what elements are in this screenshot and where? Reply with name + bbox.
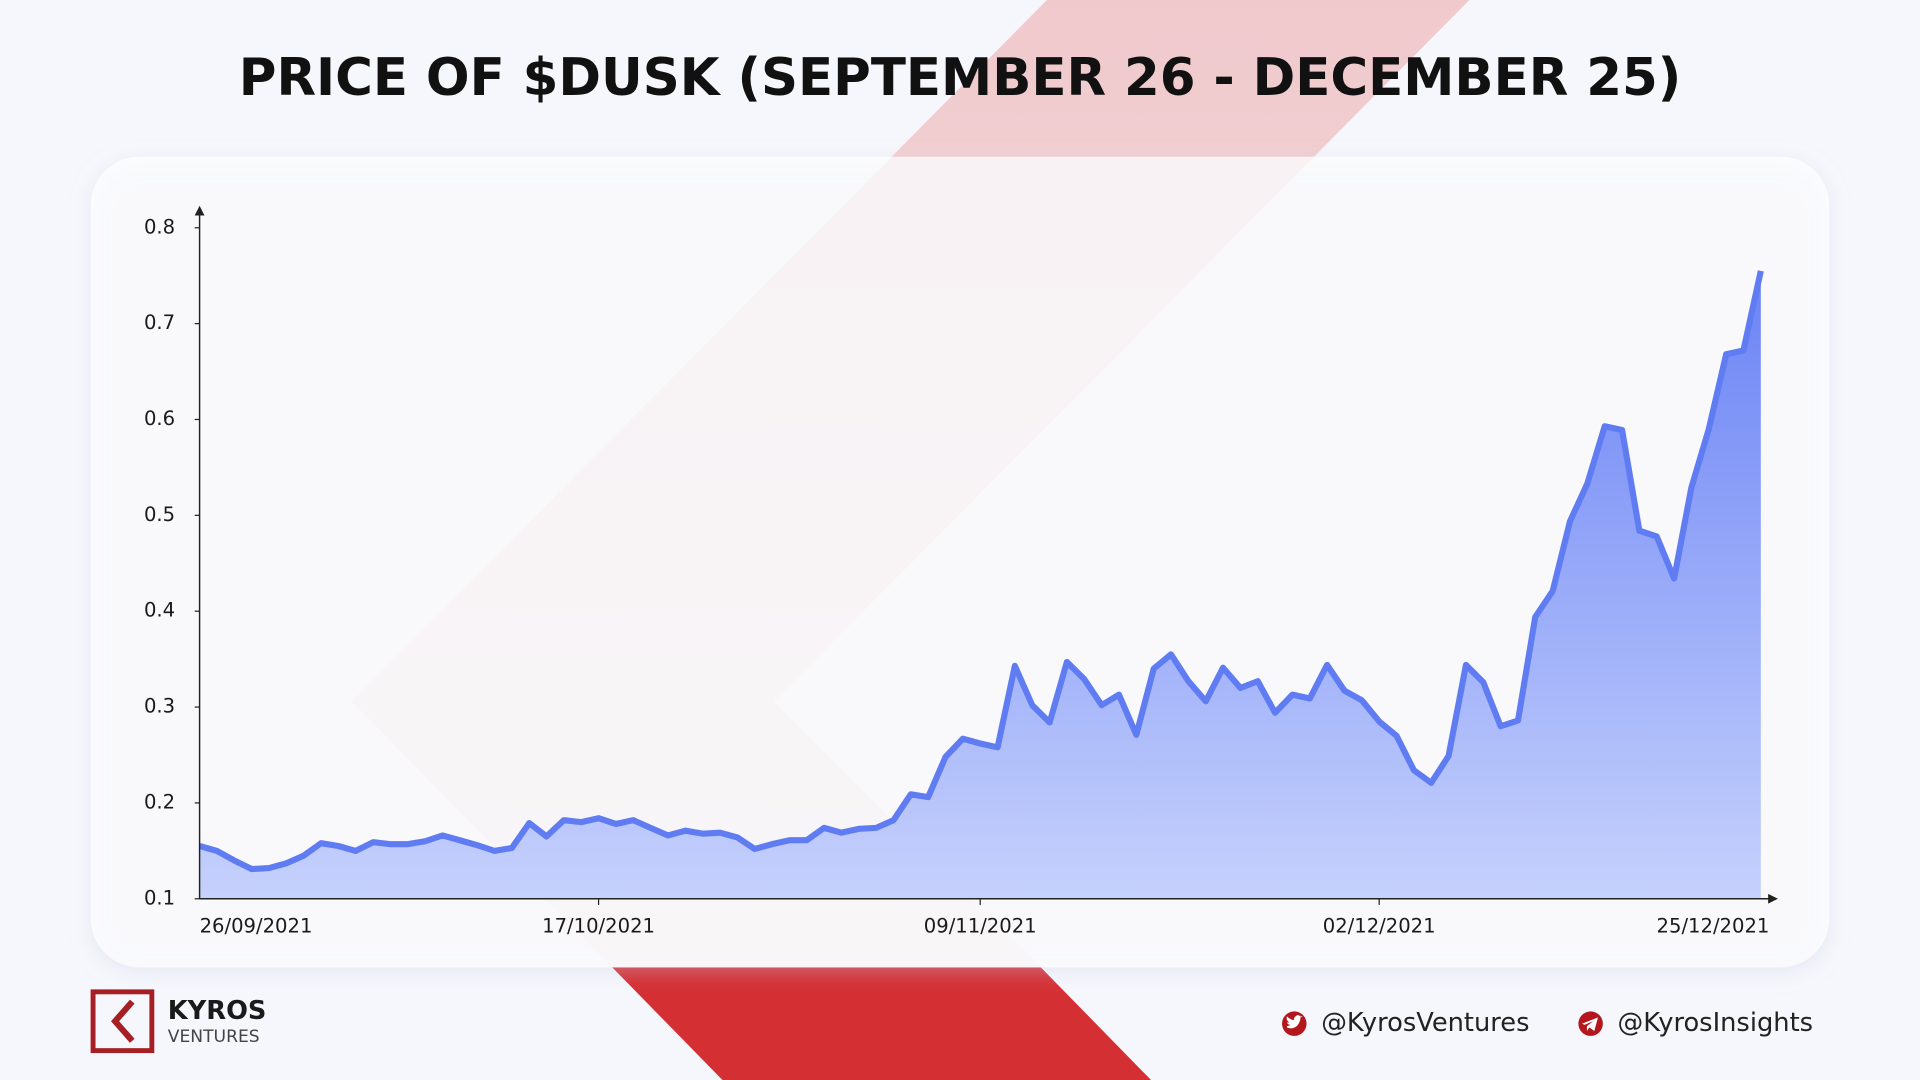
social-handle[interactable]: @KyrosInsights (1618, 1008, 1814, 1038)
x-axis-arrow (1768, 893, 1778, 904)
x-tick-label: 26/09/2021 (200, 914, 313, 937)
logo-box (90, 989, 155, 1054)
y-tick-label: 0.1 (144, 886, 175, 909)
area (199, 270, 1761, 899)
logo: KYROS VENTURES (90, 989, 267, 1054)
y-tick-label: 0.8 (144, 215, 175, 238)
social-handle[interactable]: @KyrosVentures (1321, 1008, 1529, 1038)
y-tick-label: 0.3 (144, 695, 175, 718)
x-tick-label: 25/12/2021 (1657, 914, 1770, 937)
x-tick-label: 09/11/2021 (924, 914, 1037, 937)
logo-chevron (111, 999, 135, 1043)
brand-name: KYROS (168, 996, 267, 1026)
x-tick-label: 02/12/2021 (1323, 914, 1436, 937)
y-tick-label: 0.5 (144, 503, 175, 526)
y-axis-arrow (194, 205, 205, 216)
y-tick-label: 0.4 (144, 599, 175, 622)
chart-title: PRICE OF $DUSK (SEPTEMBER 26 - DECEMBER … (239, 48, 1681, 108)
twitter-glyph (1286, 1015, 1303, 1029)
y-tick-label: 0.2 (144, 790, 175, 813)
decor-band (612, 967, 1152, 1080)
x-tick-label: 17/10/2021 (542, 914, 655, 937)
y-tick-label: 0.7 (144, 311, 175, 334)
line (198, 270, 1764, 873)
plot: 0.1 0.2 0.3 0.4 0.5 0.6 0.7 0.8 26/09/2021 17/10/… (144, 215, 1769, 937)
telegram-glyph (1582, 1017, 1598, 1032)
brand-sub: VENTURES (168, 1027, 260, 1047)
y-tick-label: 0.6 (144, 407, 175, 430)
